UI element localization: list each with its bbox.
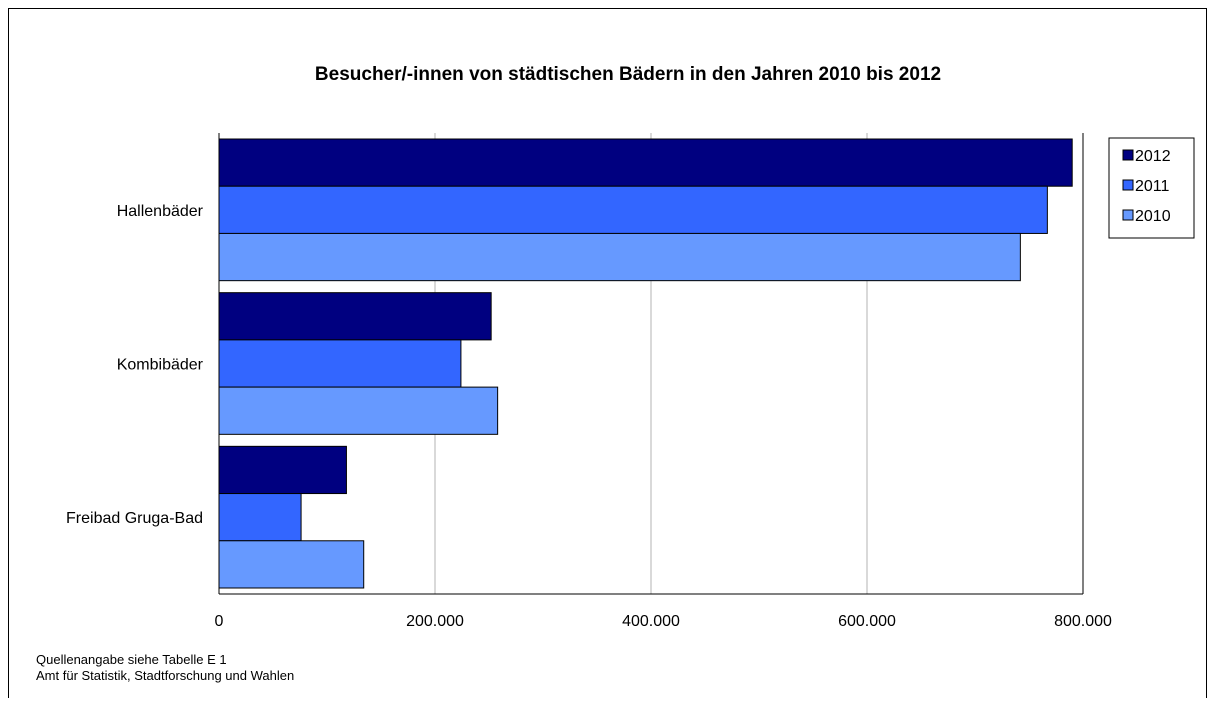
- category-label-hallenbäder: Hallenbäder: [117, 203, 204, 220]
- bar-kombibäder-2011: [218, 339, 462, 388]
- chart-frame: [8, 8, 1207, 698]
- legend-swatch-2010: [1122, 209, 1134, 221]
- bar-freibad-gruga-bad-2010: [218, 540, 365, 589]
- category-label-freibad-gruga-bad: Freibad Gruga-Bad: [66, 510, 203, 527]
- bar-freibad-gruga-bad-2012: [218, 445, 347, 495]
- footnote-source: Quellenangabe siehe Tabelle E 1: [36, 652, 227, 667]
- category-label-kombibäder: Kombibäder: [117, 357, 204, 374]
- legend: 2012 2011 2010: [1108, 137, 1195, 239]
- legend-swatch-2012: [1122, 149, 1134, 161]
- bar-kombibäder-2010: [218, 386, 499, 435]
- legend-label-2012: 2012: [1135, 148, 1171, 165]
- plot-area: Hallenbäder Kombibäder Freibad Gruga-Bad 0 2…: [66, 133, 1112, 630]
- x-tick-label-0: 0: [215, 613, 224, 630]
- legend-label-2011: 2011: [1135, 178, 1170, 195]
- x-tick-label-3: 600.000: [838, 613, 896, 630]
- footnote-office: Amt für Statistik, Stadtforschung und Wa…: [36, 668, 295, 683]
- x-tick-label-2: 400.000: [622, 613, 680, 630]
- x-tick-label-4: 800.000: [1054, 613, 1112, 630]
- x-tick-label-1: 200.000: [406, 613, 464, 630]
- chart-title: Besucher/-innen von städtischen Bädern i…: [315, 64, 941, 85]
- bar-hallenbäder-2010: [218, 232, 1021, 282]
- legend-label-2010: 2010: [1135, 208, 1171, 225]
- bar-hallenbäder-2011: [218, 185, 1048, 234]
- legend-swatch-2011: [1122, 179, 1134, 191]
- bar-kombibäder-2012: [218, 292, 492, 341]
- bar-hallenbäder-2012: [218, 138, 1073, 187]
- bar-freibad-gruga-bad-2011: [218, 493, 302, 542]
